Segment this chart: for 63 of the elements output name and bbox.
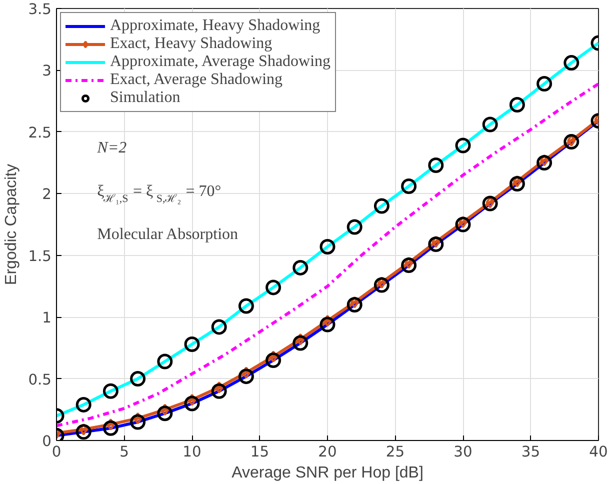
point [509,97,525,113]
point [564,55,580,71]
point [482,116,498,132]
point [320,238,336,254]
point [184,336,200,352]
y-tick-label: 0 [42,433,52,450]
point [320,316,336,332]
point [130,371,146,387]
x-tick-label: 35 [521,444,540,460]
x-tick-label: 40 [589,444,608,460]
point [292,335,308,351]
legend-label: Approximate, Heavy Shadowing [110,17,320,35]
point [102,383,118,399]
point [455,216,471,232]
point [76,396,92,412]
point [238,298,254,314]
y-tick-label: 1.5 [28,248,52,265]
y-tick-label: 1 [42,310,52,327]
annotation: N=2 [96,140,127,157]
x-tick-label: 20 [318,444,337,460]
point [374,277,390,293]
x-axis-title: Average SNR per Hop [dB] [232,464,424,482]
point [211,319,227,335]
point [401,178,417,194]
point [102,420,118,436]
y-tick-label: 3 [42,62,52,80]
point [564,134,580,150]
point [428,158,444,173]
point [428,236,444,252]
point [374,198,390,214]
y-tick-label: 3.5 [28,1,52,18]
annotation: Molecular Absorption [97,226,238,244]
point [401,257,417,273]
y-tick-label: 0.5 [28,371,52,388]
point [211,383,227,399]
point [238,368,254,384]
point [157,406,173,422]
point [482,196,498,212]
point [346,296,362,312]
x-tick-label: 10 [182,444,202,460]
point [157,354,173,370]
point [130,414,146,430]
legend-label: Exact, Average Shadowing [110,71,283,89]
legend-label: Simulation [110,89,180,107]
x-tick-label: 15 [250,444,270,460]
legend-label: Approximate, Average Shadowing [110,53,331,71]
legend-label: Exact, Heavy Shadowing [110,35,272,53]
point [266,280,282,296]
x-tick-label: 30 [454,444,472,460]
point [536,155,552,171]
point [346,219,362,235]
point [184,396,200,412]
point [266,352,282,368]
x-tick-label: 5 [120,444,129,460]
point [509,176,525,192]
point [455,138,471,154]
point [76,424,92,440]
y-tick-label: 2 [42,186,52,204]
y-axis-title: Ergodic Capacity [3,164,20,285]
point [292,260,308,276]
x-tick-label: 25 [386,444,405,460]
point [536,76,552,92]
y-tick-label: 2.5 [28,124,52,142]
